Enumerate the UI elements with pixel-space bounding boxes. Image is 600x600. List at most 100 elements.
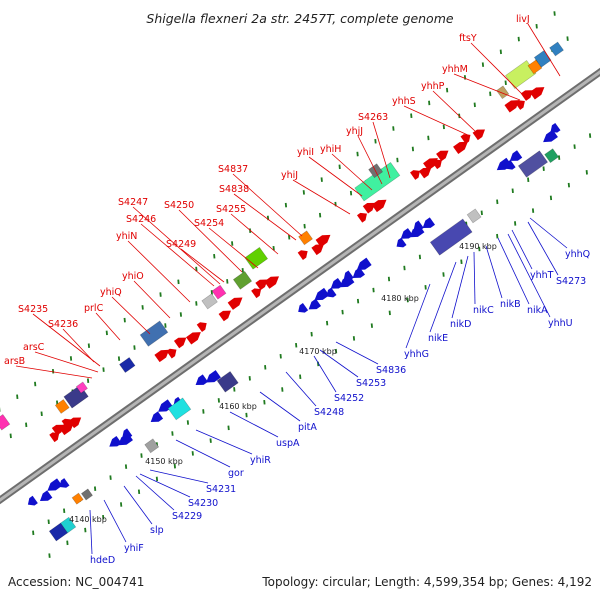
- callout-line: [32, 313, 101, 367]
- track-dot: [137, 489, 141, 494]
- track-dot: [213, 253, 216, 259]
- track-dot: [338, 164, 341, 170]
- track-dot: [195, 301, 198, 306]
- forward-gene-arrow: [357, 212, 367, 223]
- track-dot: [370, 323, 373, 328]
- forward-gene-arrow: [410, 170, 420, 180]
- tick-label: 4140 kbp: [69, 515, 107, 524]
- forward-gene-arrow: [371, 199, 387, 213]
- callout-line: [473, 251, 476, 305]
- gene-label: nikC: [473, 305, 494, 316]
- gene-label: S4838: [219, 184, 249, 195]
- reverse-gene-arrow: [543, 129, 558, 143]
- track-dot: [352, 336, 356, 341]
- track-dot: [179, 312, 182, 317]
- cog-feature-block: [496, 85, 510, 100]
- cog-feature-block: [216, 371, 239, 393]
- track-dot: [473, 102, 476, 108]
- forward-gene-arrow: [218, 310, 231, 322]
- track-dot: [531, 208, 535, 213]
- reverse-gene-arrow: [352, 267, 365, 278]
- forward-gene-arrow: [431, 159, 442, 170]
- callout-line: [34, 351, 99, 373]
- track-dot: [202, 409, 205, 414]
- tick-label: 4150 kbp: [145, 457, 183, 466]
- forward-gene-arrow: [186, 332, 201, 345]
- gene-label: arsC: [23, 342, 45, 353]
- track-dot: [481, 62, 485, 67]
- callout-line: [403, 105, 471, 137]
- accession-label: Accession: NC_004741: [8, 575, 144, 589]
- callout-line: [15, 365, 93, 379]
- track-dot: [34, 381, 37, 387]
- gene-label: S4250: [164, 200, 194, 211]
- track-dot: [318, 212, 322, 218]
- track-dot: [499, 49, 502, 55]
- gene-label: S4247: [118, 197, 148, 208]
- callout-line: [229, 411, 279, 438]
- callout-line: [175, 439, 231, 468]
- callout-line: [319, 349, 359, 378]
- callout-line: [292, 179, 351, 215]
- forward-gene-arrow: [460, 134, 471, 144]
- gene-label: S4263: [358, 112, 388, 123]
- reverse-gene-arrow: [396, 237, 407, 248]
- track-dot: [32, 530, 35, 536]
- track-dot: [310, 331, 313, 337]
- forward-gene-arrow: [315, 234, 331, 248]
- callout-line: [180, 248, 225, 283]
- callout-line: [485, 245, 503, 299]
- gene-label: nikE: [428, 333, 448, 344]
- track-dot: [209, 438, 212, 443]
- callout-line: [139, 473, 191, 498]
- gene-label: yhhM: [442, 64, 468, 75]
- gene-label: yhhQ: [565, 249, 590, 260]
- backbone-highlight: [0, 70, 600, 502]
- track-dot: [446, 87, 449, 93]
- forward-gene-arrow: [68, 417, 82, 429]
- track-dot: [566, 36, 569, 41]
- cog-feature-block: [60, 516, 77, 534]
- track-dot: [388, 310, 391, 316]
- track-dot: [480, 210, 483, 216]
- track-dot: [25, 422, 28, 428]
- cog-feature-block: [466, 208, 482, 224]
- track-dot: [226, 279, 229, 284]
- forward-gene-arrow: [436, 150, 449, 162]
- track-dot: [295, 342, 298, 348]
- gene-label: S4249: [166, 239, 196, 250]
- callout-line: [111, 296, 151, 335]
- gene-label: S4252: [334, 393, 364, 404]
- reverse-gene-arrow: [150, 411, 164, 422]
- callout-line: [95, 312, 121, 341]
- map-title: Shigella flexneri 2a str. 2457T, complet…: [146, 11, 453, 26]
- kbp-ticks: 4140 kbp 4150 kbp 4160 kbp 4170 kbp 4180 kbp…: [69, 242, 497, 524]
- track-dot: [442, 124, 445, 130]
- gene-label: S4231: [206, 484, 236, 495]
- track-dot: [573, 144, 576, 149]
- reverse-gene-arrow: [308, 298, 322, 310]
- forward-gene-arrow: [311, 244, 324, 256]
- tick-label: 4160 kbp: [219, 402, 257, 411]
- track-dot: [418, 254, 422, 260]
- track-dot: [411, 146, 415, 152]
- callout-line: [429, 261, 457, 333]
- callout-line: [507, 233, 551, 318]
- gene-label: yhiH: [320, 144, 341, 155]
- track-dot: [102, 367, 105, 372]
- callout-line: [140, 223, 215, 287]
- callout-line: [135, 475, 175, 511]
- forward-gene-arrow: [514, 100, 525, 110]
- genome-backbone: [0, 67, 600, 505]
- cog-feature-block: [549, 41, 564, 57]
- reverse-gene-arrow: [314, 287, 330, 301]
- track-dot: [63, 508, 66, 514]
- track-dot: [334, 348, 338, 354]
- callout-line: [62, 328, 95, 363]
- gene-label: S4236: [48, 319, 78, 330]
- gene-label: yhhS: [392, 96, 416, 107]
- forward-gene-arrow: [418, 167, 432, 179]
- gene-label: slp: [150, 525, 164, 536]
- cog-feature-block: [0, 414, 11, 431]
